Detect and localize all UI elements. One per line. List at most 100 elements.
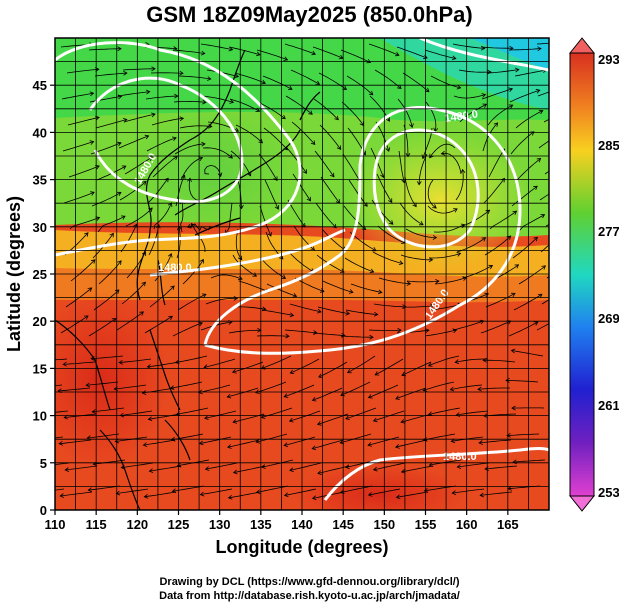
streamline <box>372 251 403 264</box>
streamline-arrow <box>201 293 207 298</box>
streamline <box>67 116 100 126</box>
streamline <box>55 436 64 439</box>
streamline-arrow <box>229 99 235 104</box>
streamline <box>228 46 261 56</box>
streamline <box>429 143 456 158</box>
streamline-arrow <box>533 185 538 191</box>
streamline <box>69 217 100 230</box>
streamline <box>148 413 181 420</box>
streamline-arrow <box>406 281 412 286</box>
streamline-arrow <box>367 442 373 447</box>
streamline <box>312 332 345 336</box>
streamline-arrow <box>388 198 393 203</box>
streamline-arrow <box>281 274 287 279</box>
streamline-arrow <box>246 171 252 177</box>
colorbar-label: 269 <box>598 311 619 326</box>
streamline-arrow <box>288 417 294 423</box>
streamline <box>396 491 429 498</box>
streamline <box>289 303 322 313</box>
credit-line-data: Data from http://database.rish.kyoto-u.a… <box>159 590 460 602</box>
streamline-arrow <box>369 334 374 340</box>
streamline-arrow <box>432 204 437 209</box>
streamline-arrow <box>482 103 488 108</box>
y-tick-label: 0 <box>40 503 47 518</box>
streamline <box>174 143 206 155</box>
streamline <box>541 299 549 305</box>
streamline <box>284 488 317 496</box>
streamline <box>176 407 209 415</box>
streamline <box>401 305 434 308</box>
streamline-arrow <box>228 46 234 52</box>
streamline <box>70 259 96 282</box>
streamline <box>508 321 538 337</box>
streamline <box>170 381 203 389</box>
streamline <box>235 124 263 144</box>
streamline <box>479 439 512 444</box>
streamline <box>261 309 294 316</box>
y-tick-label: 40 <box>33 125 47 140</box>
streamline <box>340 335 373 338</box>
streamline <box>61 92 94 100</box>
streamline <box>450 384 483 391</box>
streamline-arrow <box>311 396 317 402</box>
streamline-arrow <box>345 415 350 420</box>
streamline <box>340 49 371 63</box>
streamline <box>55 488 65 491</box>
streamline <box>232 254 257 277</box>
streamline <box>512 237 538 259</box>
streamline-arrow <box>310 140 316 145</box>
streamline-arrow <box>563 183 567 187</box>
y-axis-label: Latitude (degrees) <box>4 196 24 352</box>
streamline-arrow <box>283 442 289 448</box>
streamline-arrow <box>456 464 462 469</box>
streamline <box>452 488 485 494</box>
streamline <box>452 320 484 331</box>
streamline <box>403 124 409 157</box>
streamline <box>201 95 234 103</box>
streamline-arrow <box>536 157 542 163</box>
streamline <box>257 101 286 120</box>
streamline-arrow <box>283 492 289 498</box>
streamline <box>428 407 461 415</box>
streamline-arrow <box>179 70 184 76</box>
streamline <box>94 72 127 77</box>
streamline <box>375 121 390 152</box>
streamline-arrow <box>117 260 122 265</box>
streamline-arrow <box>255 489 261 495</box>
streamline <box>540 244 549 253</box>
streamline <box>97 215 126 233</box>
streamline <box>228 491 261 499</box>
streamline <box>424 49 456 59</box>
streamline <box>344 257 374 273</box>
streamline-arrow <box>141 390 147 395</box>
streamline <box>200 43 233 51</box>
streamline <box>93 459 126 465</box>
streamline <box>123 113 156 123</box>
colorbar-label: 277 <box>598 224 619 239</box>
streamline <box>340 485 373 493</box>
streamline <box>149 285 175 308</box>
streamline-arrow <box>345 310 351 316</box>
streamline <box>205 297 238 305</box>
streamline <box>425 101 437 132</box>
streamline-arrow <box>233 295 239 301</box>
streamline-arrow <box>311 50 317 56</box>
streamline-arrow <box>424 87 430 93</box>
streamline <box>484 235 511 256</box>
streamline-arrow <box>142 181 147 186</box>
streamline-arrow <box>143 493 149 499</box>
streamline-arrow <box>477 386 482 392</box>
streamline <box>422 127 433 159</box>
streamline-arrow <box>200 50 206 56</box>
streamline-arrow <box>565 287 569 291</box>
streamline <box>147 361 180 368</box>
streamline <box>294 277 325 292</box>
streamline <box>182 259 204 285</box>
streamline <box>260 257 286 279</box>
x-tick-label: 160 <box>456 517 478 532</box>
streamline <box>122 68 155 71</box>
streamline-arrow <box>416 181 422 186</box>
y-tick-label: 5 <box>40 456 47 471</box>
streamline-arrow <box>533 236 538 242</box>
streamline <box>289 462 322 471</box>
